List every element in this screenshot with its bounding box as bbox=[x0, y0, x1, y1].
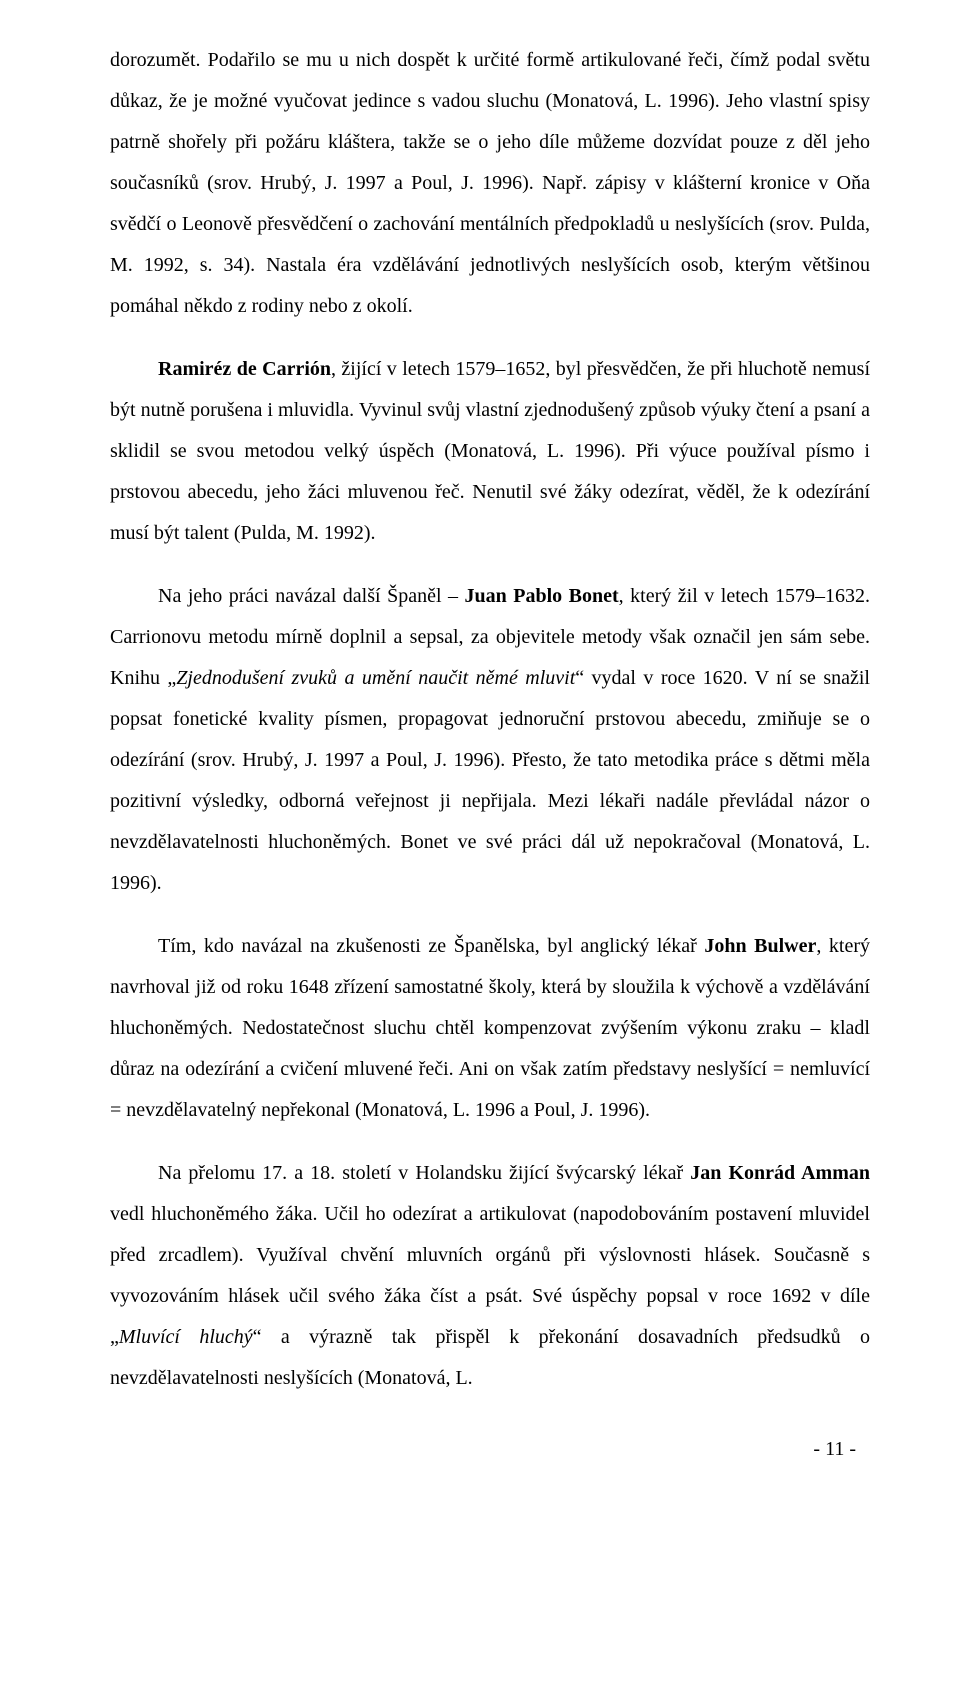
paragraph: Na přelomu 17. a 18. století v Holandsku… bbox=[110, 1153, 870, 1399]
text-segment: Zjednodušení zvuků a umění naučit němé m… bbox=[176, 667, 575, 689]
text-segment: dorozumět. Podařilo se mu u nich dospět … bbox=[110, 49, 870, 317]
paragraph: Tím, kdo navázal na zkušenosti ze Španěl… bbox=[110, 926, 870, 1131]
text-segment: , který navrhoval již od roku 1648 zříze… bbox=[110, 935, 870, 1121]
text-segment: Na jeho práci navázal další Španěl – bbox=[158, 585, 465, 607]
text-segment: Mluvící hluchý bbox=[119, 1326, 253, 1348]
text-segment: Na přelomu 17. a 18. století v Holandsku… bbox=[158, 1162, 690, 1184]
paragraph: dorozumět. Podařilo se mu u nich dospět … bbox=[110, 40, 870, 327]
text-segment: Jan Konrád Amman bbox=[690, 1162, 870, 1184]
paragraph: Na jeho práci navázal další Španěl – Jua… bbox=[110, 576, 870, 904]
document-page: dorozumět. Podařilo se mu u nich dospět … bbox=[0, 0, 960, 1683]
text-segment: John Bulwer bbox=[704, 935, 816, 957]
page-number: - 11 - bbox=[110, 1429, 870, 1470]
text-segment: Ramiréz de Carrión bbox=[158, 358, 331, 380]
text-segment: “ vydal v roce 1620. V ní se snažil pops… bbox=[110, 667, 870, 894]
text-segment: , žijící v letech 1579–1652, byl přesvěd… bbox=[110, 358, 870, 544]
text-segment: Juan Pablo Bonet bbox=[465, 585, 619, 607]
text-segment: Tím, kdo navázal na zkušenosti ze Španěl… bbox=[158, 935, 704, 957]
paragraph: Ramiréz de Carrión, žijící v letech 1579… bbox=[110, 349, 870, 554]
paragraphs-container: dorozumět. Podařilo se mu u nich dospět … bbox=[110, 40, 870, 1399]
